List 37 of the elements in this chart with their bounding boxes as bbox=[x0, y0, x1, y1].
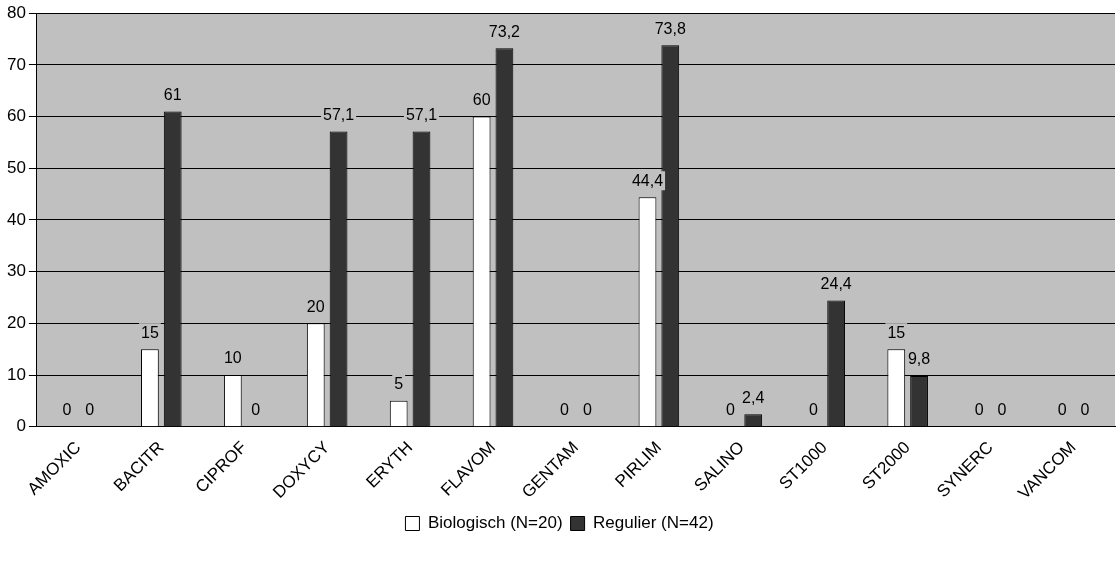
data-label: 0 bbox=[974, 401, 984, 419]
data-label: 20 bbox=[306, 297, 325, 315]
data-label: 15 bbox=[887, 323, 906, 341]
data-label: 0 bbox=[1057, 401, 1067, 419]
y-tick-label: 70 bbox=[6, 54, 26, 74]
y-tick-label: 60 bbox=[6, 106, 26, 126]
y-tick-label: 80 bbox=[6, 2, 26, 22]
legend-label: Biologisch (N=20) bbox=[427, 513, 563, 533]
data-label: 0 bbox=[582, 401, 592, 419]
data-label: 9,8 bbox=[907, 350, 931, 368]
data-label: 0 bbox=[560, 401, 570, 419]
data-label: 61 bbox=[163, 85, 182, 103]
data-label: 2,4 bbox=[742, 388, 765, 406]
data-label: 5 bbox=[394, 375, 404, 393]
y-tick-label: 30 bbox=[6, 261, 26, 281]
data-label: 73,8 bbox=[654, 19, 686, 37]
data-label: 0 bbox=[251, 401, 261, 419]
y-tick-label: 20 bbox=[6, 313, 26, 333]
data-label: 0 bbox=[62, 401, 72, 419]
data-label: 0 bbox=[85, 401, 95, 419]
data-label: 57,1 bbox=[405, 105, 438, 123]
data-label: 0 bbox=[997, 401, 1007, 419]
data-label: 0 bbox=[808, 401, 818, 419]
data-label: 10 bbox=[223, 349, 242, 367]
y-tick-label: 0 bbox=[16, 416, 26, 436]
data-label: 15 bbox=[141, 323, 159, 341]
data-label: 60 bbox=[472, 90, 491, 108]
data-label: 0 bbox=[1080, 401, 1090, 419]
y-tick-label: 40 bbox=[6, 209, 26, 229]
data-label: 0 bbox=[725, 401, 735, 419]
data-label: 44,4 bbox=[631, 171, 664, 189]
y-tick-label: 50 bbox=[6, 157, 26, 177]
data-label: 57,1 bbox=[323, 105, 355, 123]
y-tick-label: 10 bbox=[6, 364, 26, 384]
data-label: 24,4 bbox=[820, 274, 852, 292]
legend-label: Regulier (N=42) bbox=[593, 513, 714, 533]
data-label: 73,2 bbox=[488, 22, 521, 40]
